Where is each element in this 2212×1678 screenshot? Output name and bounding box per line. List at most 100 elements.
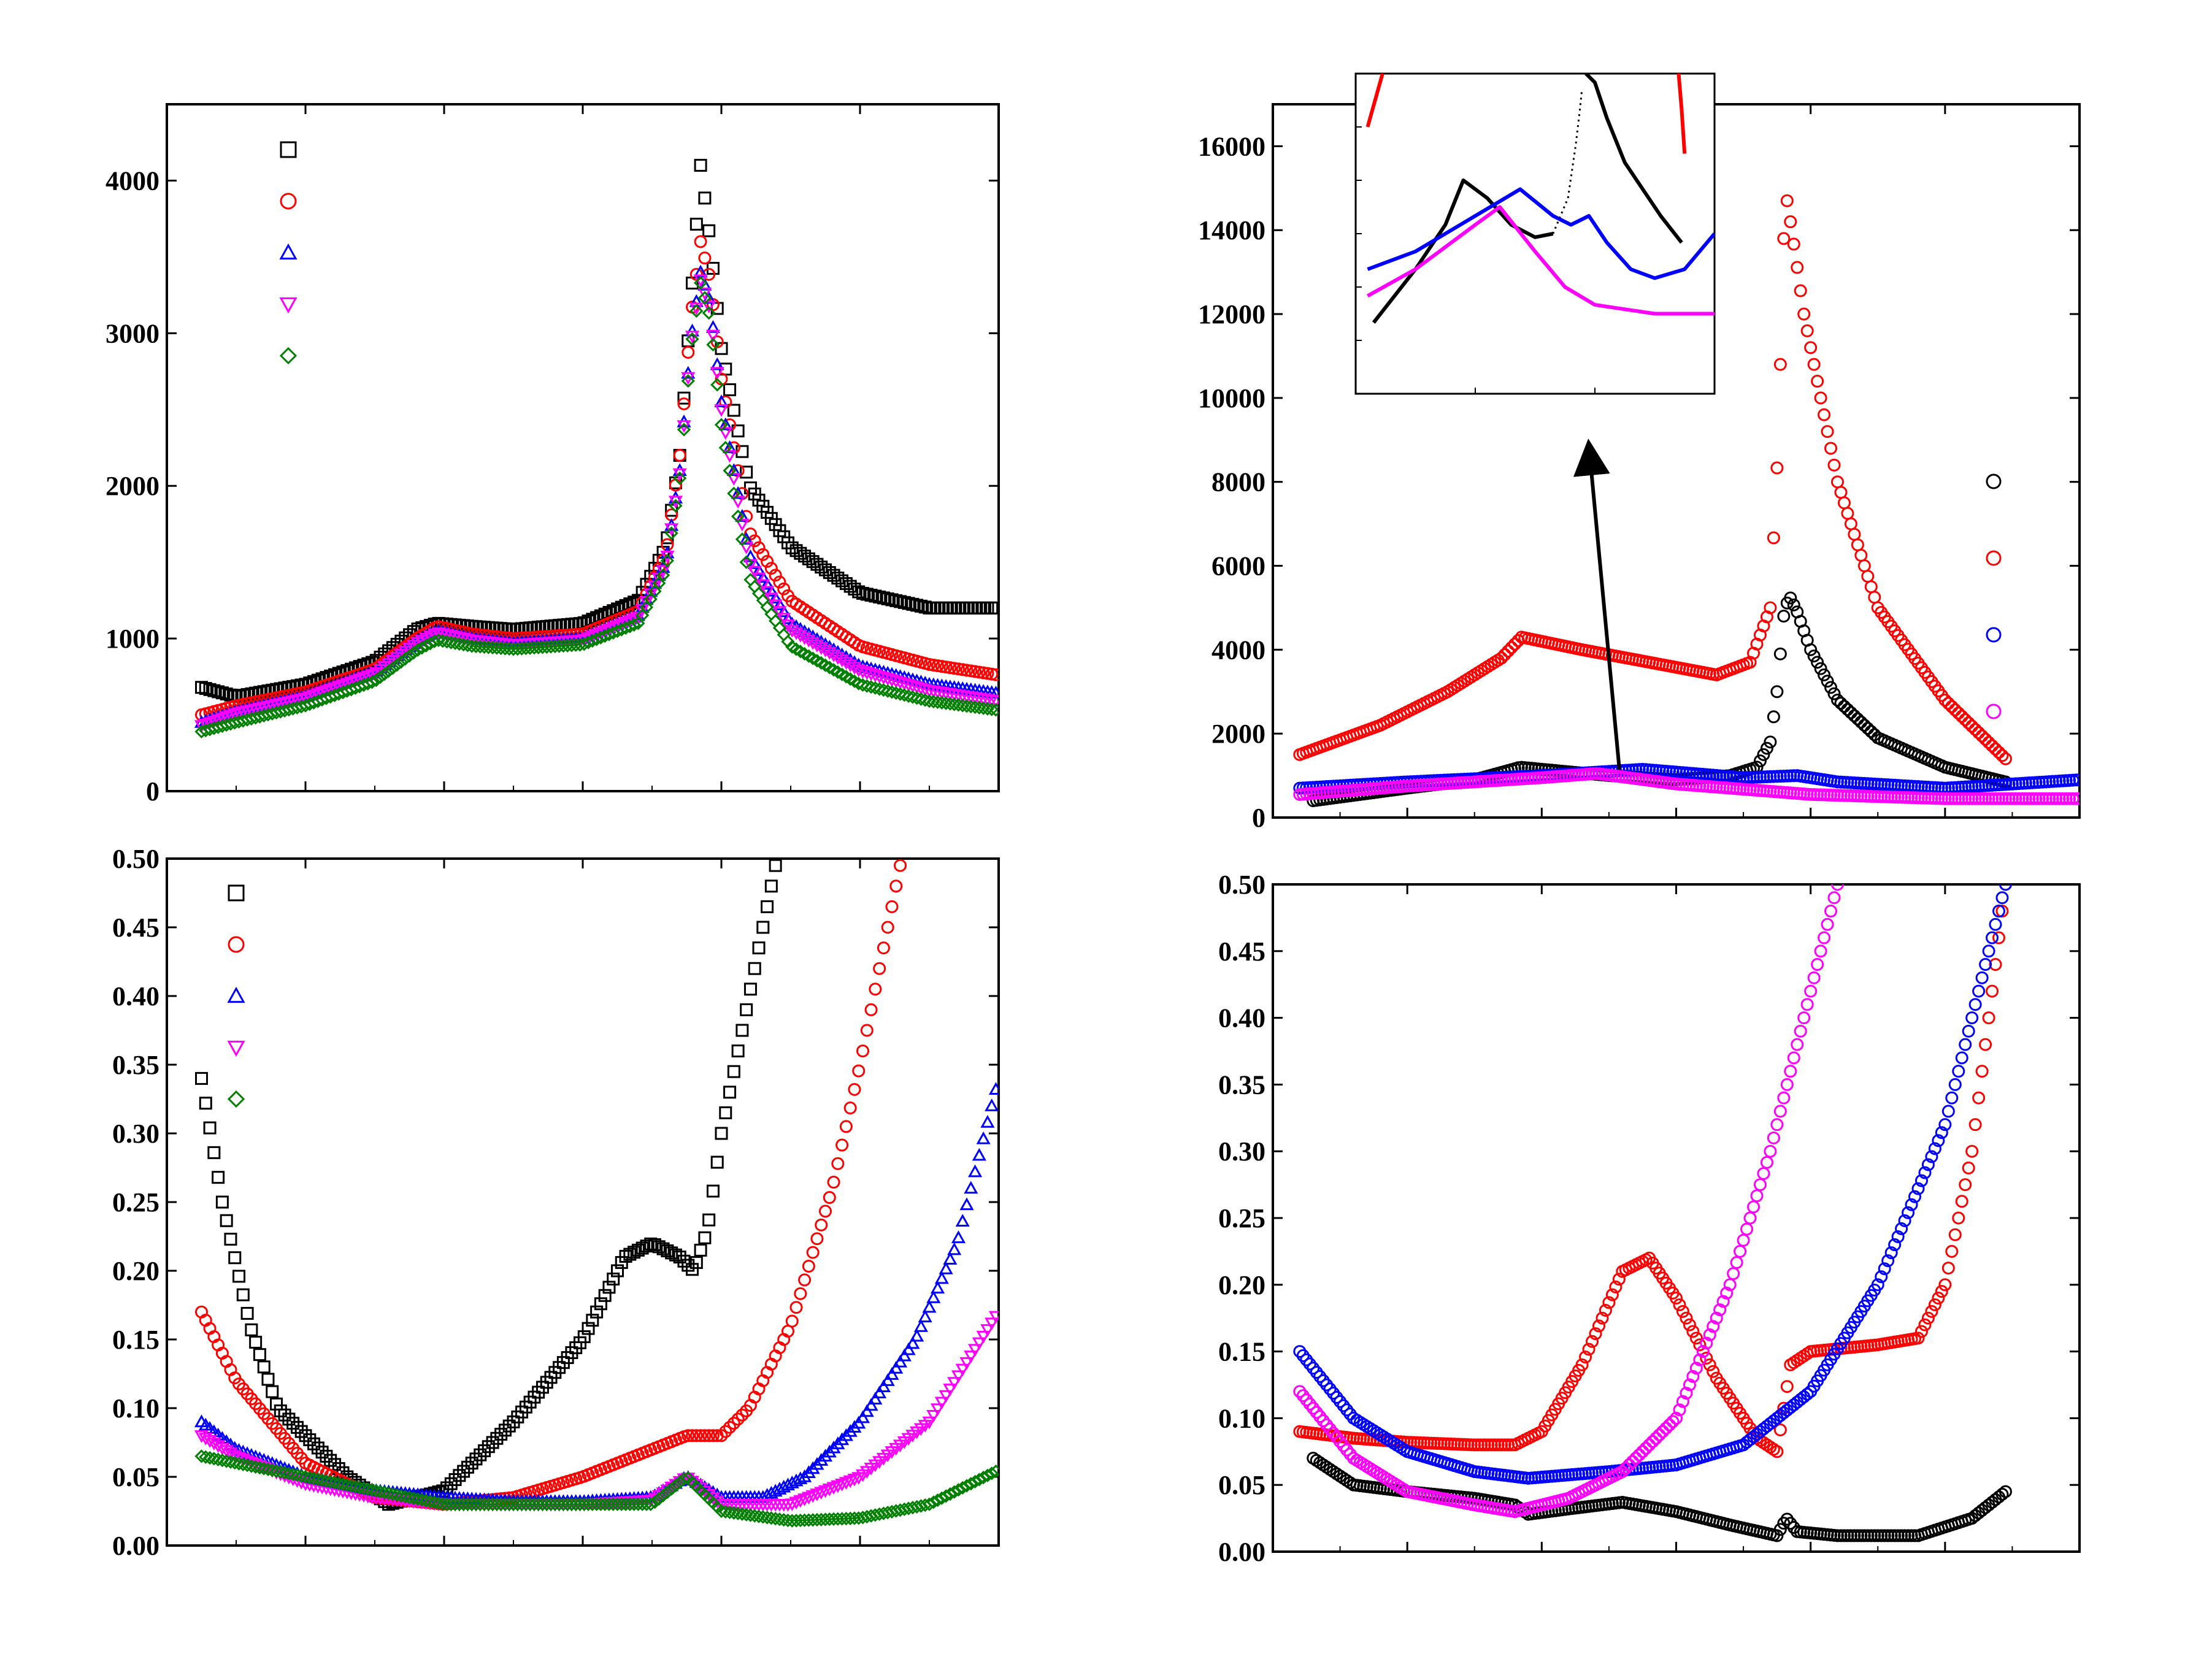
data-point: [215, 686, 229, 700]
data-point: [1834, 1529, 1848, 1542]
data-point: [1693, 1338, 1707, 1352]
data-point: [698, 191, 712, 205]
data-point: [959, 1197, 974, 1211]
data-point: [415, 641, 429, 655]
data-point: [748, 534, 761, 548]
data-point: [760, 586, 775, 599]
data-point: [323, 1474, 337, 1489]
data-point: [1871, 1529, 1884, 1542]
data-point: [682, 345, 695, 359]
data-point: [1780, 1380, 1794, 1393]
data-point: [590, 1305, 604, 1319]
data-point: [315, 1473, 329, 1487]
data-point: [1992, 792, 2005, 805]
data-point: [1982, 944, 1995, 958]
y-tick-label: 0.25: [112, 1187, 159, 1217]
data-point: [1632, 1448, 1646, 1462]
data-point: [453, 1469, 466, 1482]
data-point: [290, 1420, 304, 1434]
data-point: [1646, 1435, 1659, 1448]
data-point: [1700, 1336, 1713, 1350]
data-point: [731, 424, 745, 438]
data-point: [856, 1044, 870, 1058]
data-point: [2063, 792, 2076, 805]
data-point: [698, 1231, 712, 1244]
data-point: [286, 1467, 300, 1482]
data-point: [1689, 1331, 1703, 1345]
data-point: [669, 499, 683, 513]
data-point: [1979, 732, 1992, 746]
data-point: [1734, 1244, 1747, 1258]
data-point: [985, 1317, 999, 1331]
legend-marker: [280, 141, 297, 158]
data-point: [643, 584, 658, 597]
data-point: [1686, 1325, 1700, 1338]
data-point: [386, 1487, 400, 1501]
data-point: [968, 1344, 983, 1357]
y-tick-label: 0.30: [112, 1119, 159, 1149]
y-tick-label: 12000: [1198, 299, 1265, 329]
data-point: [261, 1462, 275, 1477]
data-point: [868, 681, 882, 695]
data-point: [623, 1247, 637, 1261]
data-point: [718, 1504, 732, 1519]
data-point: [220, 688, 233, 701]
data-point: [739, 555, 753, 569]
data-point: [1612, 1273, 1626, 1286]
data-point: [2073, 792, 2080, 805]
data-point: [1673, 1403, 1686, 1417]
data-point: [972, 601, 986, 615]
data-point: [964, 699, 978, 714]
data-point: [220, 1454, 234, 1468]
data-point: [913, 1319, 928, 1332]
data-point: [228, 1251, 242, 1265]
data-point: [881, 684, 895, 698]
data-point: [1619, 1462, 1632, 1475]
data-point: [872, 682, 886, 696]
data-point: [848, 582, 861, 596]
data-point: [1784, 1065, 1797, 1078]
data-point: [977, 601, 990, 615]
data-point: [1770, 1118, 1784, 1132]
y-tick-label: 0.20: [1218, 1270, 1265, 1300]
data-point: [1686, 1370, 1700, 1383]
data-point: [1797, 1011, 1811, 1025]
data-point: [652, 1240, 666, 1254]
data-point: [1992, 931, 2005, 944]
data-point: [1495, 651, 1508, 665]
data-point: [877, 941, 890, 955]
data-point: [1972, 984, 1986, 998]
data-point: [607, 1272, 620, 1285]
data-point: [677, 391, 691, 405]
data-point: [485, 640, 500, 655]
data-point: [1938, 1118, 1952, 1132]
panel-d: 0.00 0.05 0.10 0.15 0.20 0.25 0.30 0.35 0.40 0.45…: [1218, 870, 2081, 1567]
data-point: [2056, 792, 2070, 805]
data-point: [1999, 752, 2012, 765]
data-point: [752, 941, 766, 955]
data-point: [474, 1448, 487, 1462]
data-point: [1995, 891, 2009, 905]
data-point: [1824, 905, 1838, 918]
data-point: [207, 684, 221, 697]
data-point: [694, 235, 707, 248]
data-point: [910, 691, 924, 705]
data-point: [1468, 1438, 1481, 1452]
data-point: [989, 668, 999, 681]
data-point: [897, 678, 912, 691]
data-point: [714, 404, 729, 417]
data-point: [469, 639, 483, 654]
data-point: [1891, 1529, 1905, 1542]
legend-marker: [1986, 473, 2002, 489]
data-point: [748, 1509, 762, 1523]
data-point: [926, 1409, 941, 1423]
legend-marker: [280, 193, 297, 210]
data-point: [1703, 1328, 1716, 1341]
data-point: [469, 1452, 483, 1466]
data-point: [1636, 1445, 1649, 1458]
data-point: [311, 1441, 325, 1455]
data-point: [473, 640, 487, 654]
data-layer: [1293, 194, 2080, 808]
data-point: [1941, 792, 1955, 805]
